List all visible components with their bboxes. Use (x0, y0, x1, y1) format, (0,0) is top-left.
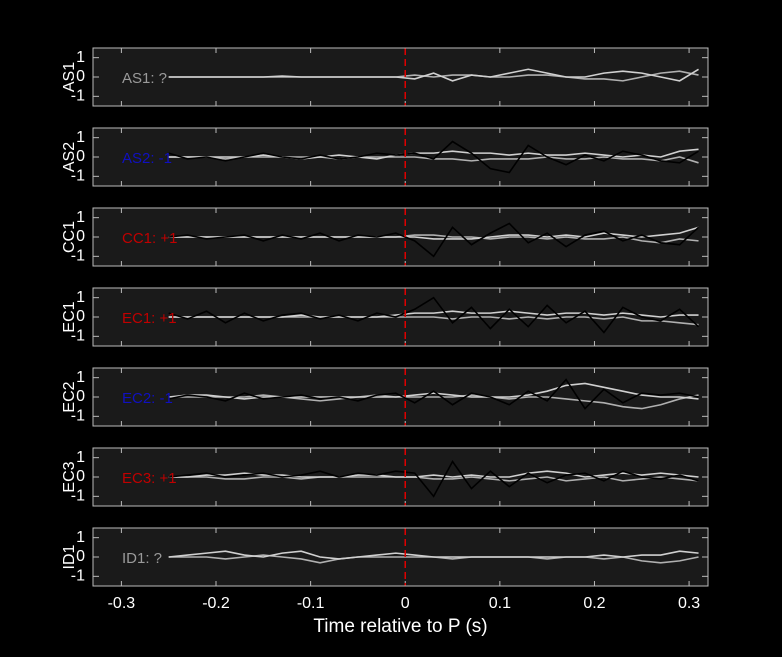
trace-label: EC1: +1 (122, 310, 177, 327)
y-tick-label: -1 (71, 568, 85, 585)
trace (168, 460, 699, 498)
trace-label: EC2: -1 (122, 390, 173, 407)
trace (168, 310, 699, 318)
y-axis-label: EC2 (61, 381, 78, 412)
x-tick-label: 0.2 (583, 595, 605, 612)
y-tick-label: -1 (71, 168, 85, 185)
y-tick-label: -1 (71, 328, 85, 345)
x-tick-label: -0.1 (297, 595, 325, 612)
trace-label: ID1: ? (122, 550, 162, 567)
trace (168, 394, 699, 410)
axes-frame (92, 367, 709, 427)
y-tick-label: 1 (76, 369, 85, 386)
x-tick-label: 0.1 (489, 595, 511, 612)
y-tick-label: 0 (76, 148, 85, 165)
axes-frame (92, 447, 709, 507)
y-axis-label: AS2 (61, 142, 78, 172)
y-tick-label: -1 (71, 408, 85, 425)
x-tick-label: 0 (401, 595, 410, 612)
trace-label: CC1: +1 (122, 230, 177, 247)
trace (168, 148, 699, 160)
y-tick-label: -1 (71, 488, 85, 505)
y-axis-label: EC3 (61, 461, 78, 492)
y-tick-label: -1 (71, 88, 85, 105)
trace-label: AS1: ? (122, 70, 167, 87)
trace (168, 550, 699, 560)
y-tick-label: 0 (76, 468, 85, 485)
y-tick-label: 1 (76, 209, 85, 226)
y-tick-label: 0 (76, 228, 85, 245)
trace (168, 140, 699, 174)
y-tick-label: 1 (76, 529, 85, 546)
x-tick-label: -0.3 (108, 595, 136, 612)
axes-frame (92, 127, 709, 187)
axes-frame (92, 207, 709, 267)
x-tick-label: -0.2 (202, 595, 230, 612)
trace (168, 296, 700, 334)
y-tick-label: 0 (76, 548, 85, 565)
axes-frame (92, 527, 709, 587)
y-axis-label: ID1 (61, 544, 78, 569)
y-tick-label: 1 (76, 129, 85, 146)
axes-frame (92, 47, 709, 107)
trace (168, 378, 699, 410)
y-tick-label: 1 (76, 449, 85, 466)
y-axis-label: EC1 (61, 301, 78, 332)
y-axis-label: CC1 (61, 221, 78, 253)
y-tick-label: 1 (76, 289, 85, 306)
trace-label: EC3: +1 (122, 470, 177, 487)
trace (168, 222, 700, 258)
y-axis-label: AS1 (61, 62, 78, 92)
trace (168, 68, 699, 82)
y-tick-label: 0 (76, 308, 85, 325)
x-axis-label: Time relative to P (s) (313, 616, 487, 637)
trace-label: AS2: -1 (122, 150, 172, 167)
y-tick-label: -1 (71, 248, 85, 265)
y-tick-label: 0 (76, 388, 85, 405)
y-tick-label: 0 (76, 68, 85, 85)
axes-frame (92, 287, 709, 347)
subplot: -1 0 1 -0.3 -0.2 -0.1 0 0.1 0.2 0.3 ID1 Time relati… (61, 527, 709, 637)
y-tick-label: 1 (76, 49, 85, 66)
x-tick-label: 0.3 (678, 595, 700, 612)
